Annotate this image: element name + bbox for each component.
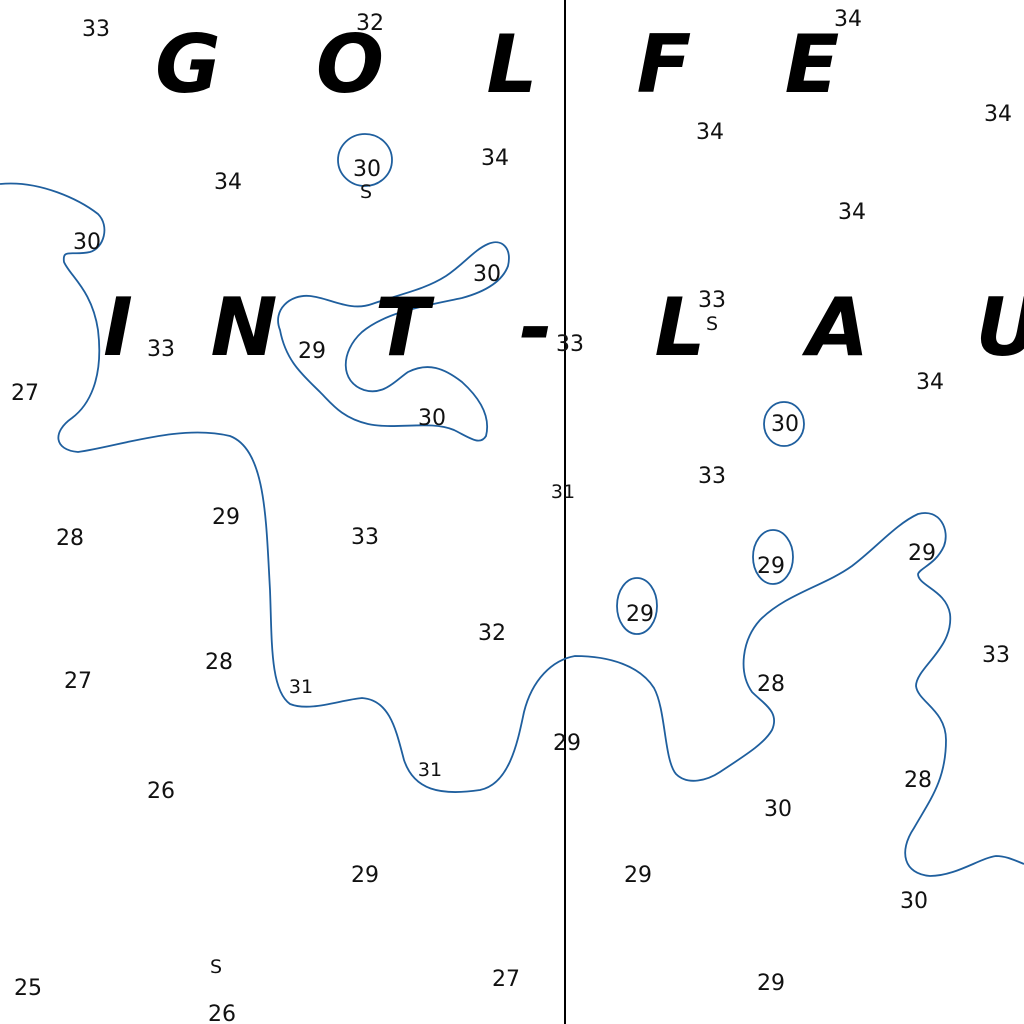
depth-sounding: 29 <box>908 541 936 566</box>
depth-sounding: 30 <box>764 797 792 822</box>
place-name-letter: E <box>785 18 840 111</box>
seabed-symbol: S <box>210 956 222 978</box>
depth-sounding: 31 <box>418 759 442 781</box>
depth-sounding: 34 <box>984 102 1012 127</box>
seabed-symbol: S <box>706 313 718 335</box>
depth-contours <box>0 133 1024 877</box>
depth-sounding: 31 <box>551 481 575 503</box>
depth-sounding: 29 <box>351 863 379 888</box>
depth-sounding: 29 <box>624 863 652 888</box>
place-name-letter: O <box>316 18 384 111</box>
depth-sounding: 27 <box>492 967 520 992</box>
depth-sounding: 29 <box>626 602 654 627</box>
depth-soundings: 33 32 34 34 34 30 34 34 34 30 30 33 29 3… <box>11 7 1012 1024</box>
depth-sounding: 33 <box>982 643 1010 668</box>
depth-sounding: 33 <box>351 525 379 550</box>
depth-sounding: 28 <box>56 526 84 551</box>
depth-sounding: 32 <box>478 621 506 646</box>
depth-sounding: 28 <box>904 768 932 793</box>
place-name-letter: G <box>155 18 221 111</box>
depth-sounding: 27 <box>11 381 39 406</box>
place-name: G O L F E I N T - L A U <box>103 18 1024 374</box>
depth-sounding: 34 <box>696 120 724 145</box>
depth-sounding: 27 <box>64 669 92 694</box>
depth-contour-loop-30 <box>277 241 510 442</box>
depth-sounding: 29 <box>553 731 581 756</box>
depth-sounding: 29 <box>757 971 785 996</box>
depth-contour-islet-30-east <box>763 401 805 447</box>
seabed-symbols: S S S <box>210 181 718 978</box>
depth-sounding: 32 <box>356 11 384 36</box>
depth-sounding: 33 <box>82 17 110 42</box>
depth-sounding: 34 <box>834 7 862 32</box>
depth-contour-islet-30-north <box>337 133 393 187</box>
depth-sounding: 33 <box>698 464 726 489</box>
place-name-letter: N <box>211 281 278 374</box>
depth-sounding: 30 <box>473 262 501 287</box>
place-name-hyphen: - <box>519 281 552 374</box>
depth-sounding: 34 <box>838 200 866 225</box>
depth-sounding: 26 <box>208 1002 236 1024</box>
place-name-letter: T <box>375 281 435 374</box>
place-name-letter: F <box>637 18 692 111</box>
depth-sounding: 28 <box>757 672 785 697</box>
depth-sounding: 33 <box>147 337 175 362</box>
depth-sounding: 30 <box>771 412 799 437</box>
seabed-symbol: S <box>360 181 372 203</box>
place-name-letter: L <box>487 18 538 111</box>
depth-sounding: 30 <box>418 406 446 431</box>
depth-sounding: 30 <box>73 230 101 255</box>
depth-contour-islet-29-east <box>752 529 794 585</box>
depth-sounding: 29 <box>212 505 240 530</box>
depth-sounding: 33 <box>556 332 584 357</box>
depth-sounding: 25 <box>14 976 42 1001</box>
place-name-letter: I <box>103 281 133 374</box>
depth-contour-main <box>0 182 1024 877</box>
depth-contour-islet-29-center <box>616 577 658 635</box>
depth-sounding: 34 <box>214 170 242 195</box>
depth-sounding: 30 <box>353 157 381 182</box>
place-name-letter: U <box>976 281 1024 374</box>
depth-sounding: 29 <box>298 339 326 364</box>
depth-sounding: 29 <box>757 554 785 579</box>
place-name-letter: A <box>801 281 869 374</box>
depth-sounding: 34 <box>481 146 509 171</box>
depth-sounding: 28 <box>205 650 233 675</box>
depth-sounding: 33 <box>698 288 726 313</box>
place-name-letter: L <box>655 281 706 374</box>
depth-sounding: 31 <box>289 676 313 698</box>
depth-sounding: 26 <box>147 779 175 804</box>
depth-sounding: 34 <box>916 370 944 395</box>
depth-sounding: 30 <box>900 889 928 914</box>
